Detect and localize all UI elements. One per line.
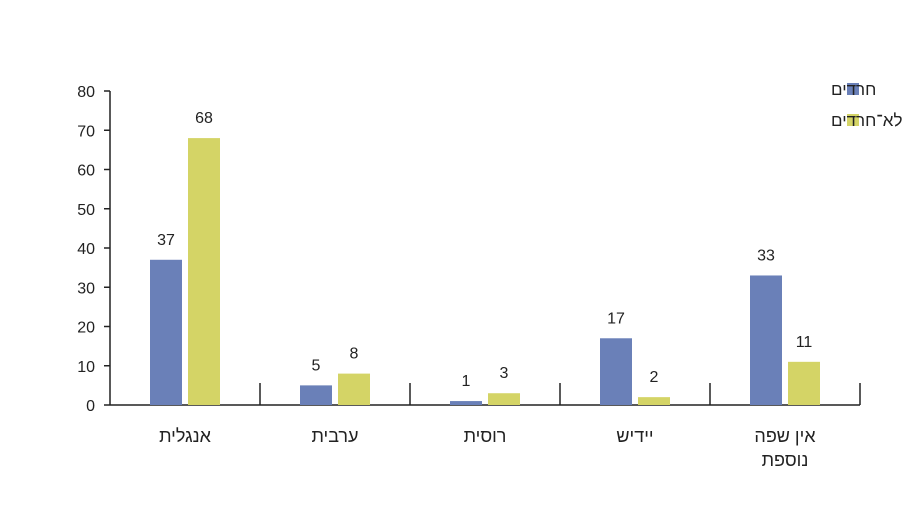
x-category-label: אנגלית [159,426,212,446]
legend-swatch [847,114,859,126]
data-label: 33 [757,247,775,264]
y-tick-label: 0 [86,398,95,415]
legend-label: חרדים [831,80,876,99]
y-tick-label: 60 [77,163,95,180]
data-label: 3 [500,365,509,382]
bar [788,361,820,405]
bar [750,275,782,405]
y-tick-label: 50 [77,202,95,219]
bar [150,259,182,405]
data-label: 5 [312,357,321,374]
bar [300,385,332,405]
data-label: 1 [462,373,471,390]
x-category-label: נוספת [762,450,809,470]
y-tick-label: 20 [77,320,95,337]
data-label: 37 [157,232,175,249]
data-label: 2 [650,369,659,386]
data-label: 8 [350,346,359,363]
y-tick-label: 40 [77,241,95,258]
data-label: 17 [607,310,625,327]
bar [188,138,220,405]
bar [450,401,482,405]
bar [488,393,520,405]
y-tick-label: 80 [77,84,95,101]
y-tick-label: 70 [77,123,95,140]
x-category-label: יידיש [616,426,653,446]
x-category-label: רוסית [464,426,507,446]
bar [600,338,632,405]
bar [638,397,670,405]
bar [338,373,370,405]
legend-swatch [847,83,859,95]
y-tick-label: 10 [77,359,95,376]
legend-label: יהודים לא־חרדים [831,111,908,130]
x-category-label: אין שפה [754,426,816,446]
y-tick-label: 30 [77,280,95,297]
data-label: 68 [195,110,213,127]
x-category-label: ערבית [311,426,358,446]
data-label: 11 [796,334,813,351]
